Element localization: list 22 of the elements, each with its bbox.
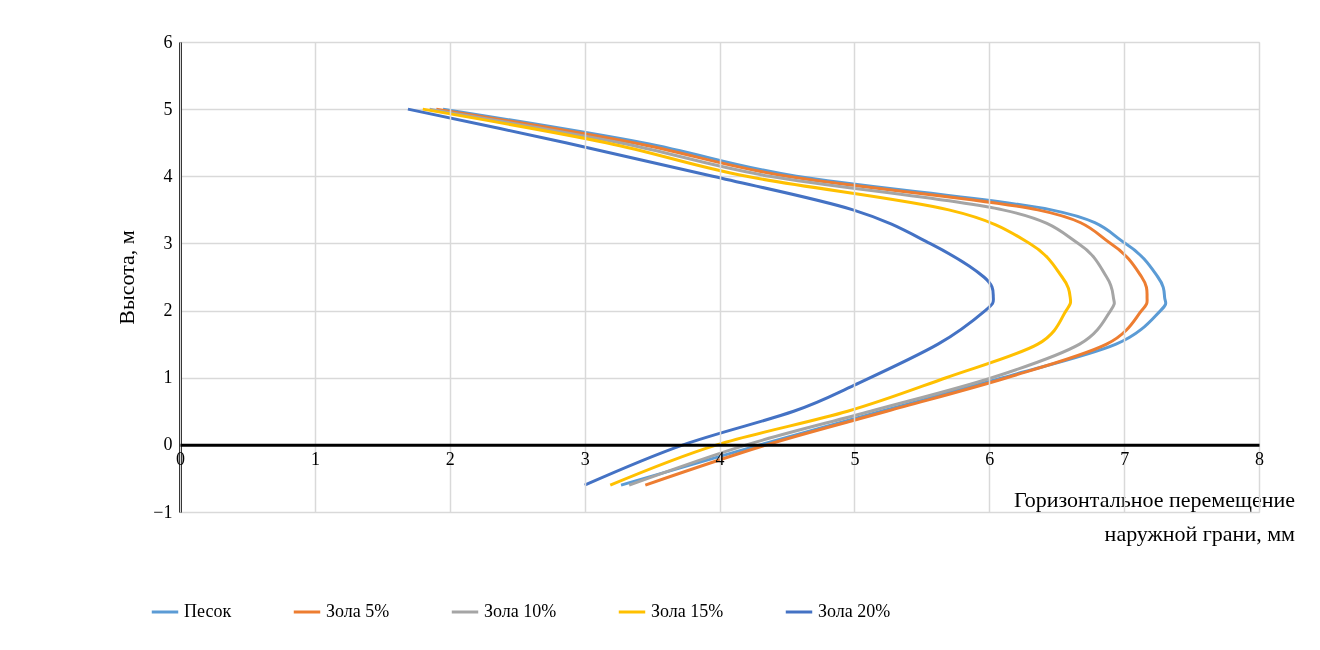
x-tick-label: 5 xyxy=(850,449,860,470)
legend-label: Зола 15% xyxy=(651,601,724,621)
y-tick-label: 0 xyxy=(163,434,173,455)
x-axis-title: Горизонтальное перемещение наружной грани, мм xyxy=(1013,487,1296,546)
x-tick-label: 6 xyxy=(985,449,995,470)
y-tick-label: 6 xyxy=(163,31,173,52)
x-tick-label: 2 xyxy=(445,449,455,470)
legend-label: Зола 20% xyxy=(818,601,891,621)
y-tick-label: 3 xyxy=(163,232,173,253)
y-tick-label: 4 xyxy=(163,165,173,186)
x-tick-label: 8 xyxy=(1255,449,1264,470)
y-tick-label: 5 xyxy=(163,98,173,119)
y-axis-title: Высота, м xyxy=(114,230,140,325)
y-tick-label: 1 xyxy=(163,367,173,388)
y-tick-label: 2 xyxy=(163,300,173,321)
x-tick-label: 1 xyxy=(310,449,320,470)
legend-label: Зола 10% xyxy=(484,601,557,621)
legend-label: Песок xyxy=(184,601,232,621)
x-tick-label: 3 xyxy=(580,449,590,470)
legend-label: Зола 5% xyxy=(326,601,390,621)
y-tick-label: −1 xyxy=(153,501,173,522)
x-tick-label: 7 xyxy=(1120,449,1130,470)
